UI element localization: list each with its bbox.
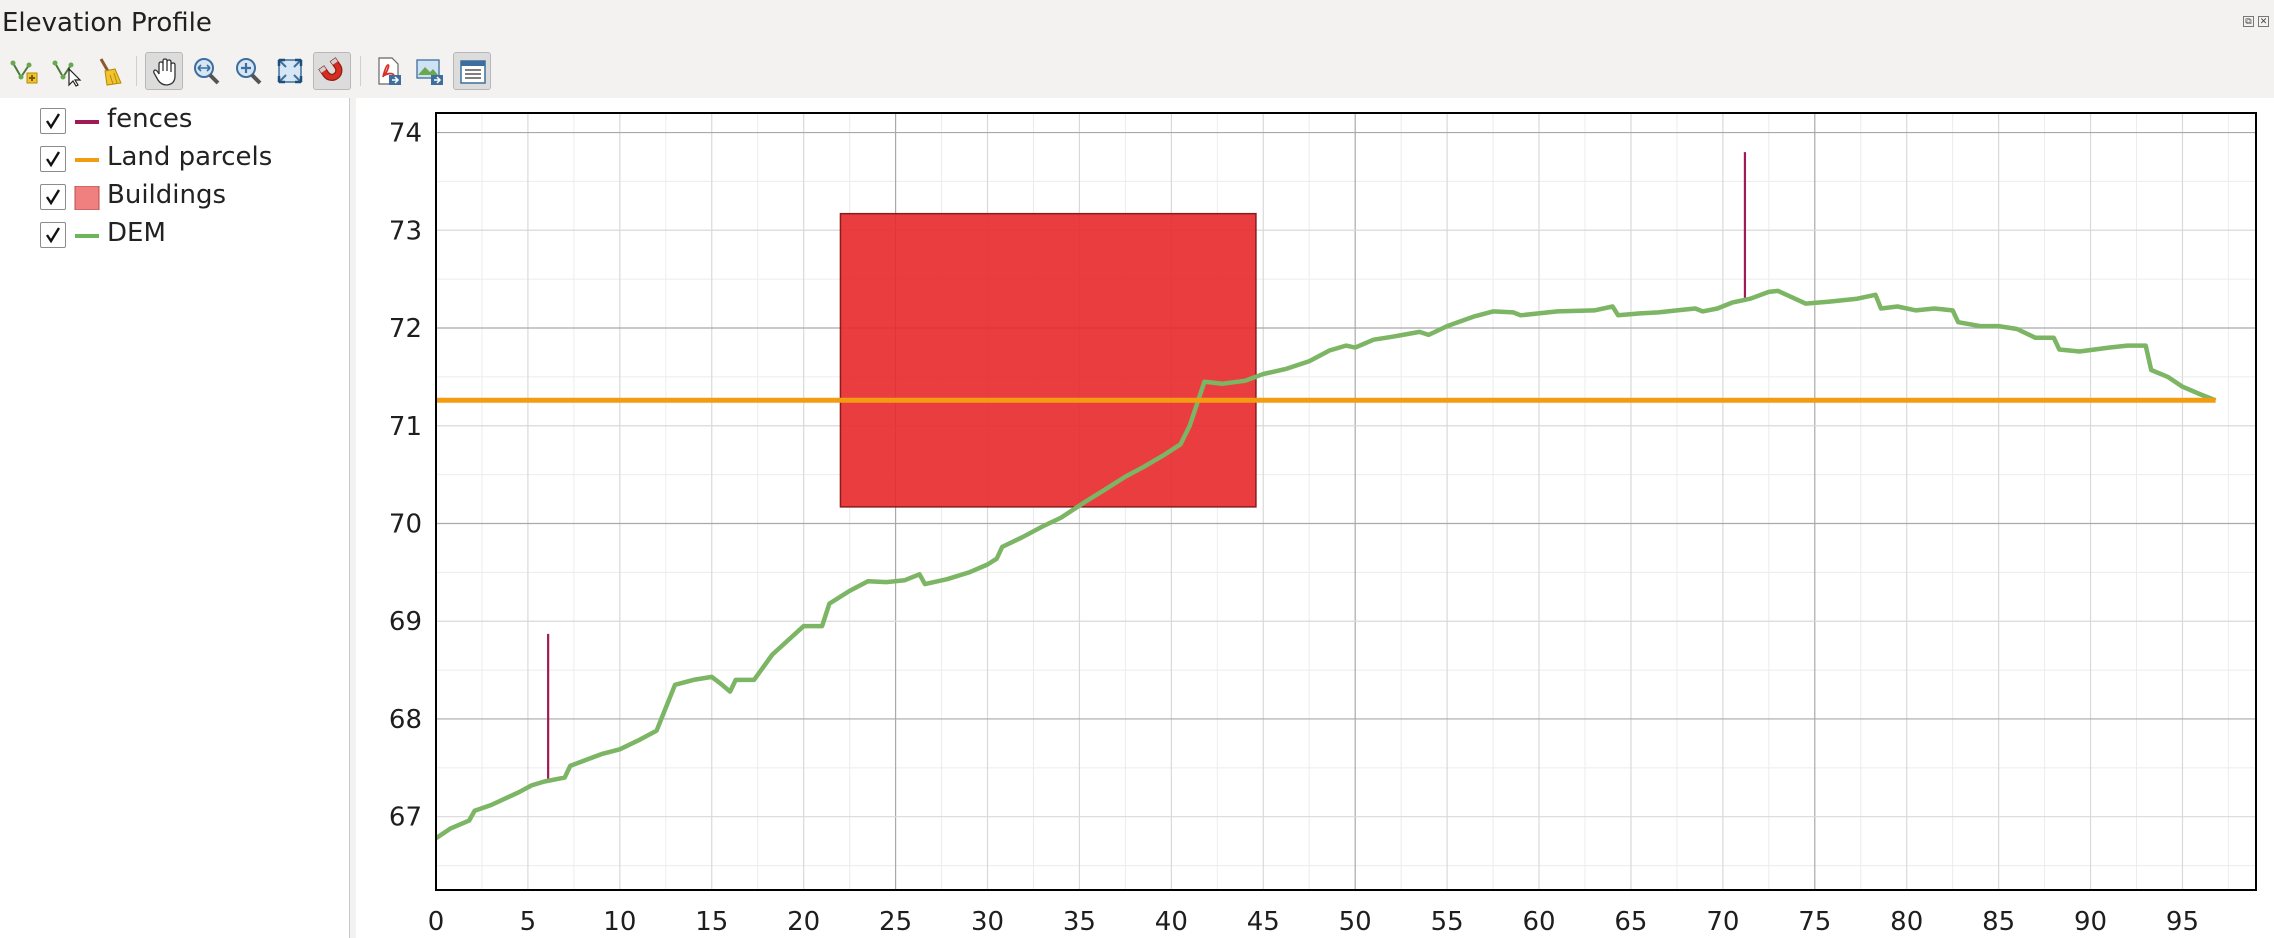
options-menu-icon <box>460 60 486 84</box>
options-menu-button[interactable] <box>453 52 491 90</box>
clear-profile-button[interactable] <box>90 52 128 90</box>
grid-lines <box>435 113 2256 890</box>
capture-from-feature-button[interactable] <box>48 52 86 90</box>
x-tick-label: 75 <box>1798 907 1831 937</box>
close-panel-button[interactable]: ✕ <box>2258 16 2269 27</box>
fences-checkbox[interactable] <box>40 108 66 134</box>
checkmark-icon <box>46 189 61 206</box>
plot-frame <box>435 112 2257 891</box>
x-tick-label: 35 <box>1063 907 1096 937</box>
zoom-x-icon <box>194 58 220 85</box>
zoom-in-button[interactable] <box>229 52 267 90</box>
x-tick-label: 10 <box>603 907 636 937</box>
x-tick-label: 40 <box>1155 907 1188 937</box>
x-tick-label: 30 <box>971 907 1004 937</box>
checkmark-icon <box>46 151 61 168</box>
capture-feature-icon <box>52 60 82 87</box>
buildings-checkbox[interactable] <box>40 184 66 210</box>
export-image-button[interactable] <box>411 52 449 90</box>
legend-item-buildings[interactable]: Buildings <box>40 178 340 212</box>
legend-label-land-parcels: Land parcels <box>107 142 273 172</box>
y-tick-label: 68 <box>389 705 422 735</box>
y-tick-label: 70 <box>389 509 422 539</box>
buildings-fill-symbol <box>74 186 100 210</box>
export-pdf-button[interactable] <box>369 52 407 90</box>
checkmark-icon <box>46 113 61 130</box>
x-tick-label: 55 <box>1431 907 1464 937</box>
zoom-x-button[interactable] <box>187 52 225 90</box>
pan-hand-icon <box>153 58 176 86</box>
x-tick-label: 65 <box>1614 907 1647 937</box>
pan-button[interactable] <box>145 52 183 90</box>
legend-label-fences: fences <box>107 104 193 134</box>
x-tick-label: 70 <box>1706 907 1739 937</box>
building-footprint-rect <box>839 212 1257 508</box>
legend-label-buildings: Buildings <box>107 180 227 210</box>
x-tick-label: 45 <box>1247 907 1280 937</box>
y-tick-label: 73 <box>389 216 422 246</box>
pdf-export-icon <box>378 57 401 85</box>
snapping-toggle-button[interactable] <box>313 52 351 90</box>
magnet-icon <box>318 57 343 81</box>
x-tick-label: 95 <box>2166 907 2199 937</box>
legend-label-dem: DEM <box>107 218 166 248</box>
image-export-icon <box>416 59 443 85</box>
capture-curve-icon <box>10 60 38 84</box>
y-tick-label: 71 <box>389 412 422 442</box>
x-tick-label: 90 <box>2074 907 2107 937</box>
land-parcels-checkbox[interactable] <box>40 146 66 172</box>
zoom-full-button[interactable] <box>271 52 309 90</box>
dem-checkbox[interactable] <box>40 222 66 248</box>
dem-profile-line <box>434 288 2217 841</box>
profile-toolbar <box>0 48 2274 94</box>
checkmark-icon <box>46 227 61 244</box>
x-tick-label: 0 <box>428 907 445 937</box>
profile-plot-canvas[interactable]: 0 5 10 15 20 25 30 35 40 45 50 55 60 65 70 75 80 85 90 95 67… <box>356 98 2274 938</box>
zoom-in-icon <box>236 58 262 85</box>
x-tick-label: 15 <box>695 907 728 937</box>
y-tick-label: 67 <box>389 803 422 833</box>
capture-curve-button[interactable] <box>6 52 44 90</box>
legend-item-dem[interactable]: DEM <box>40 216 340 250</box>
float-panel-button[interactable]: ⧉ <box>2243 16 2254 27</box>
layer-tree: fences Land parcels Buildings DEM <box>0 98 350 938</box>
x-tick-label: 50 <box>1339 907 1372 937</box>
legend-item-land-parcels[interactable]: Land parcels <box>40 140 340 174</box>
data-series <box>434 152 2217 841</box>
zoom-full-icon <box>277 58 303 84</box>
x-tick-label: 80 <box>1890 907 1923 937</box>
x-tick-label: 20 <box>787 907 820 937</box>
land-parcels-line-symbol <box>75 158 99 162</box>
x-tick-label: 5 <box>520 907 537 937</box>
x-tick-label: 85 <box>1982 907 2015 937</box>
fences-line-symbol <box>75 120 99 124</box>
y-tick-label: 69 <box>389 607 422 637</box>
elevation-profile-chart[interactable]: 0 5 10 15 20 25 30 35 40 45 50 55 60 65 70 75 80 85 90 95 67… <box>356 98 2274 938</box>
broom-icon <box>99 58 122 86</box>
dock-title-bar: Elevation Profile ⧉ ✕ <box>0 0 2274 48</box>
x-tick-label: 25 <box>879 907 912 937</box>
panel-title: Elevation Profile <box>2 8 212 38</box>
legend-item-fences[interactable]: fences <box>40 102 340 136</box>
x-tick-label: 60 <box>1522 907 1555 937</box>
y-tick-label: 74 <box>389 119 422 149</box>
dem-line-symbol <box>75 234 99 238</box>
axis-tick-labels: 0 5 10 15 20 25 30 35 40 45 50 55 60 65 70 75 80 85 90 95 67… <box>389 119 2199 937</box>
y-tick-label: 72 <box>389 314 422 344</box>
